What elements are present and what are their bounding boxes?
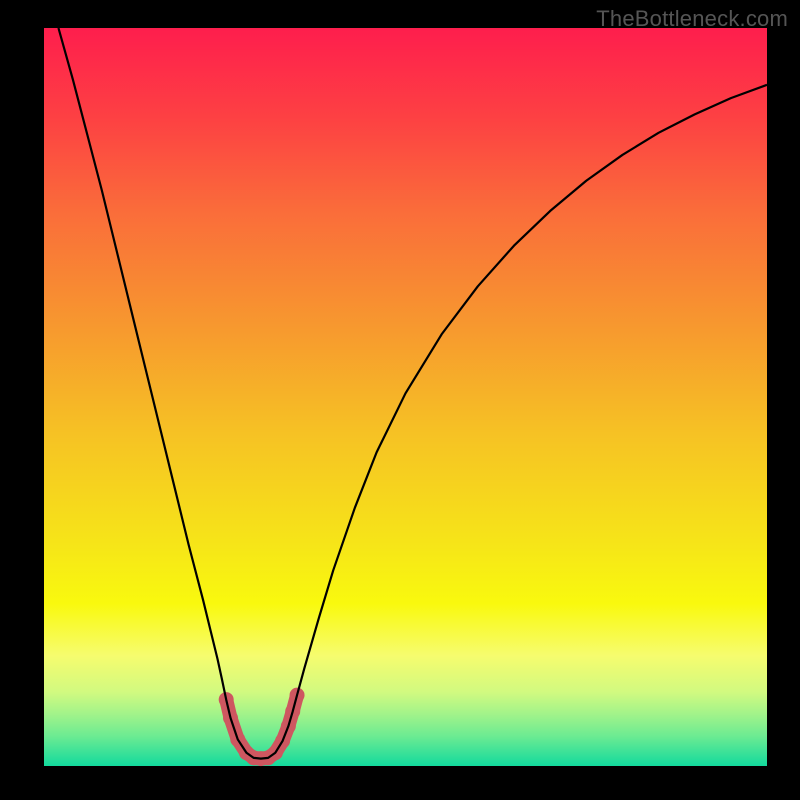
chart-container: TheBottleneck.com [0, 0, 800, 800]
bottleneck-chart [0, 0, 800, 800]
watermark-label: TheBottleneck.com [596, 6, 788, 32]
